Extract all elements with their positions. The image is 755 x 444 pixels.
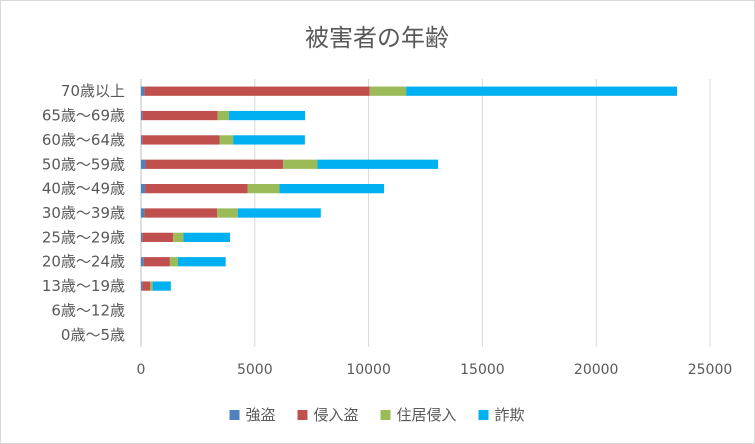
bar-segment	[177, 257, 226, 267]
bar-segment	[233, 135, 305, 145]
bar-segment	[217, 208, 238, 218]
bar-segment	[279, 184, 385, 194]
bar-segment	[145, 184, 248, 194]
bar-segment	[169, 257, 178, 267]
bar-segment	[406, 86, 677, 96]
category-label: 25歳〜29歳	[42, 228, 125, 246]
bar-segment	[369, 86, 407, 96]
bar-segment	[142, 232, 174, 242]
category-label: 50歳〜59歳	[42, 155, 125, 173]
bar-segment	[141, 208, 145, 218]
bar-segment	[237, 208, 321, 218]
category-label: 20歳〜24歳	[42, 253, 125, 271]
bar-segment	[228, 110, 306, 121]
x-tick-label: 20000	[574, 362, 619, 378]
chart-title: 被害者の年齢	[305, 24, 449, 52]
bar-segment	[150, 281, 153, 291]
legend: 強盗 侵入盗 住居侵入 詐欺	[229, 406, 525, 424]
bar-segment	[317, 159, 439, 169]
legend-label: 詐欺	[495, 406, 525, 424]
category-label: 0歳〜5歳	[61, 326, 125, 344]
category-label: 6歳〜12歳	[51, 301, 125, 319]
category-label: 65歳〜69歳	[42, 107, 125, 125]
category-label: 30歳〜39歳	[42, 204, 125, 222]
bar-segment	[142, 281, 151, 291]
x-tick-label: 25000	[688, 362, 733, 378]
bar-segment	[141, 159, 146, 169]
legend-swatch	[297, 410, 308, 420]
category-label: 13歳〜19歳	[42, 277, 125, 295]
bar-segment	[144, 208, 218, 218]
x-tick-label: 0	[137, 362, 146, 378]
legend-swatch	[478, 410, 489, 420]
bar-segment	[141, 184, 146, 194]
x-tick-label: 10000	[346, 362, 391, 378]
bar-segment	[141, 281, 143, 291]
bar-segment	[141, 86, 145, 96]
bar-segment	[142, 135, 220, 145]
bar-segment	[173, 232, 184, 242]
bar-segment	[141, 110, 143, 121]
bar-segment	[141, 232, 143, 242]
legend-label: 住居侵入	[397, 406, 457, 424]
bar-segment	[145, 159, 284, 169]
legend-label: 強盗	[246, 406, 276, 424]
legend-swatch	[380, 410, 391, 420]
bars	[141, 86, 677, 291]
gridlines	[140, 79, 711, 347]
category-label: 40歳〜49歳	[42, 180, 125, 198]
category-label: 60歳〜64歳	[42, 131, 125, 149]
bar-segment	[144, 86, 370, 96]
category-labels: 70歳以上 65歳〜69歳 60歳〜64歳 50歳〜59歳 40歳〜49歳 30歳〜39歳…	[42, 82, 125, 344]
legend-label: 侵入盗	[314, 406, 359, 424]
bar-segment	[283, 159, 318, 169]
bar-segment	[141, 135, 143, 145]
x-tick-labels: 0 5000 10000 15000 20000 25000	[137, 362, 733, 378]
x-tick-label: 15000	[460, 362, 505, 378]
bar-segment	[142, 110, 218, 121]
category-label: 70歳以上	[61, 82, 125, 100]
bar-segment	[141, 257, 144, 267]
bar-segment	[183, 232, 230, 242]
bar-segment	[152, 281, 171, 291]
bar-segment	[219, 135, 234, 145]
legend-swatch	[229, 410, 240, 420]
bar-segment	[217, 110, 229, 121]
bar-segment	[247, 184, 280, 194]
bar-segment	[143, 257, 170, 267]
x-tick-label: 5000	[237, 362, 273, 378]
